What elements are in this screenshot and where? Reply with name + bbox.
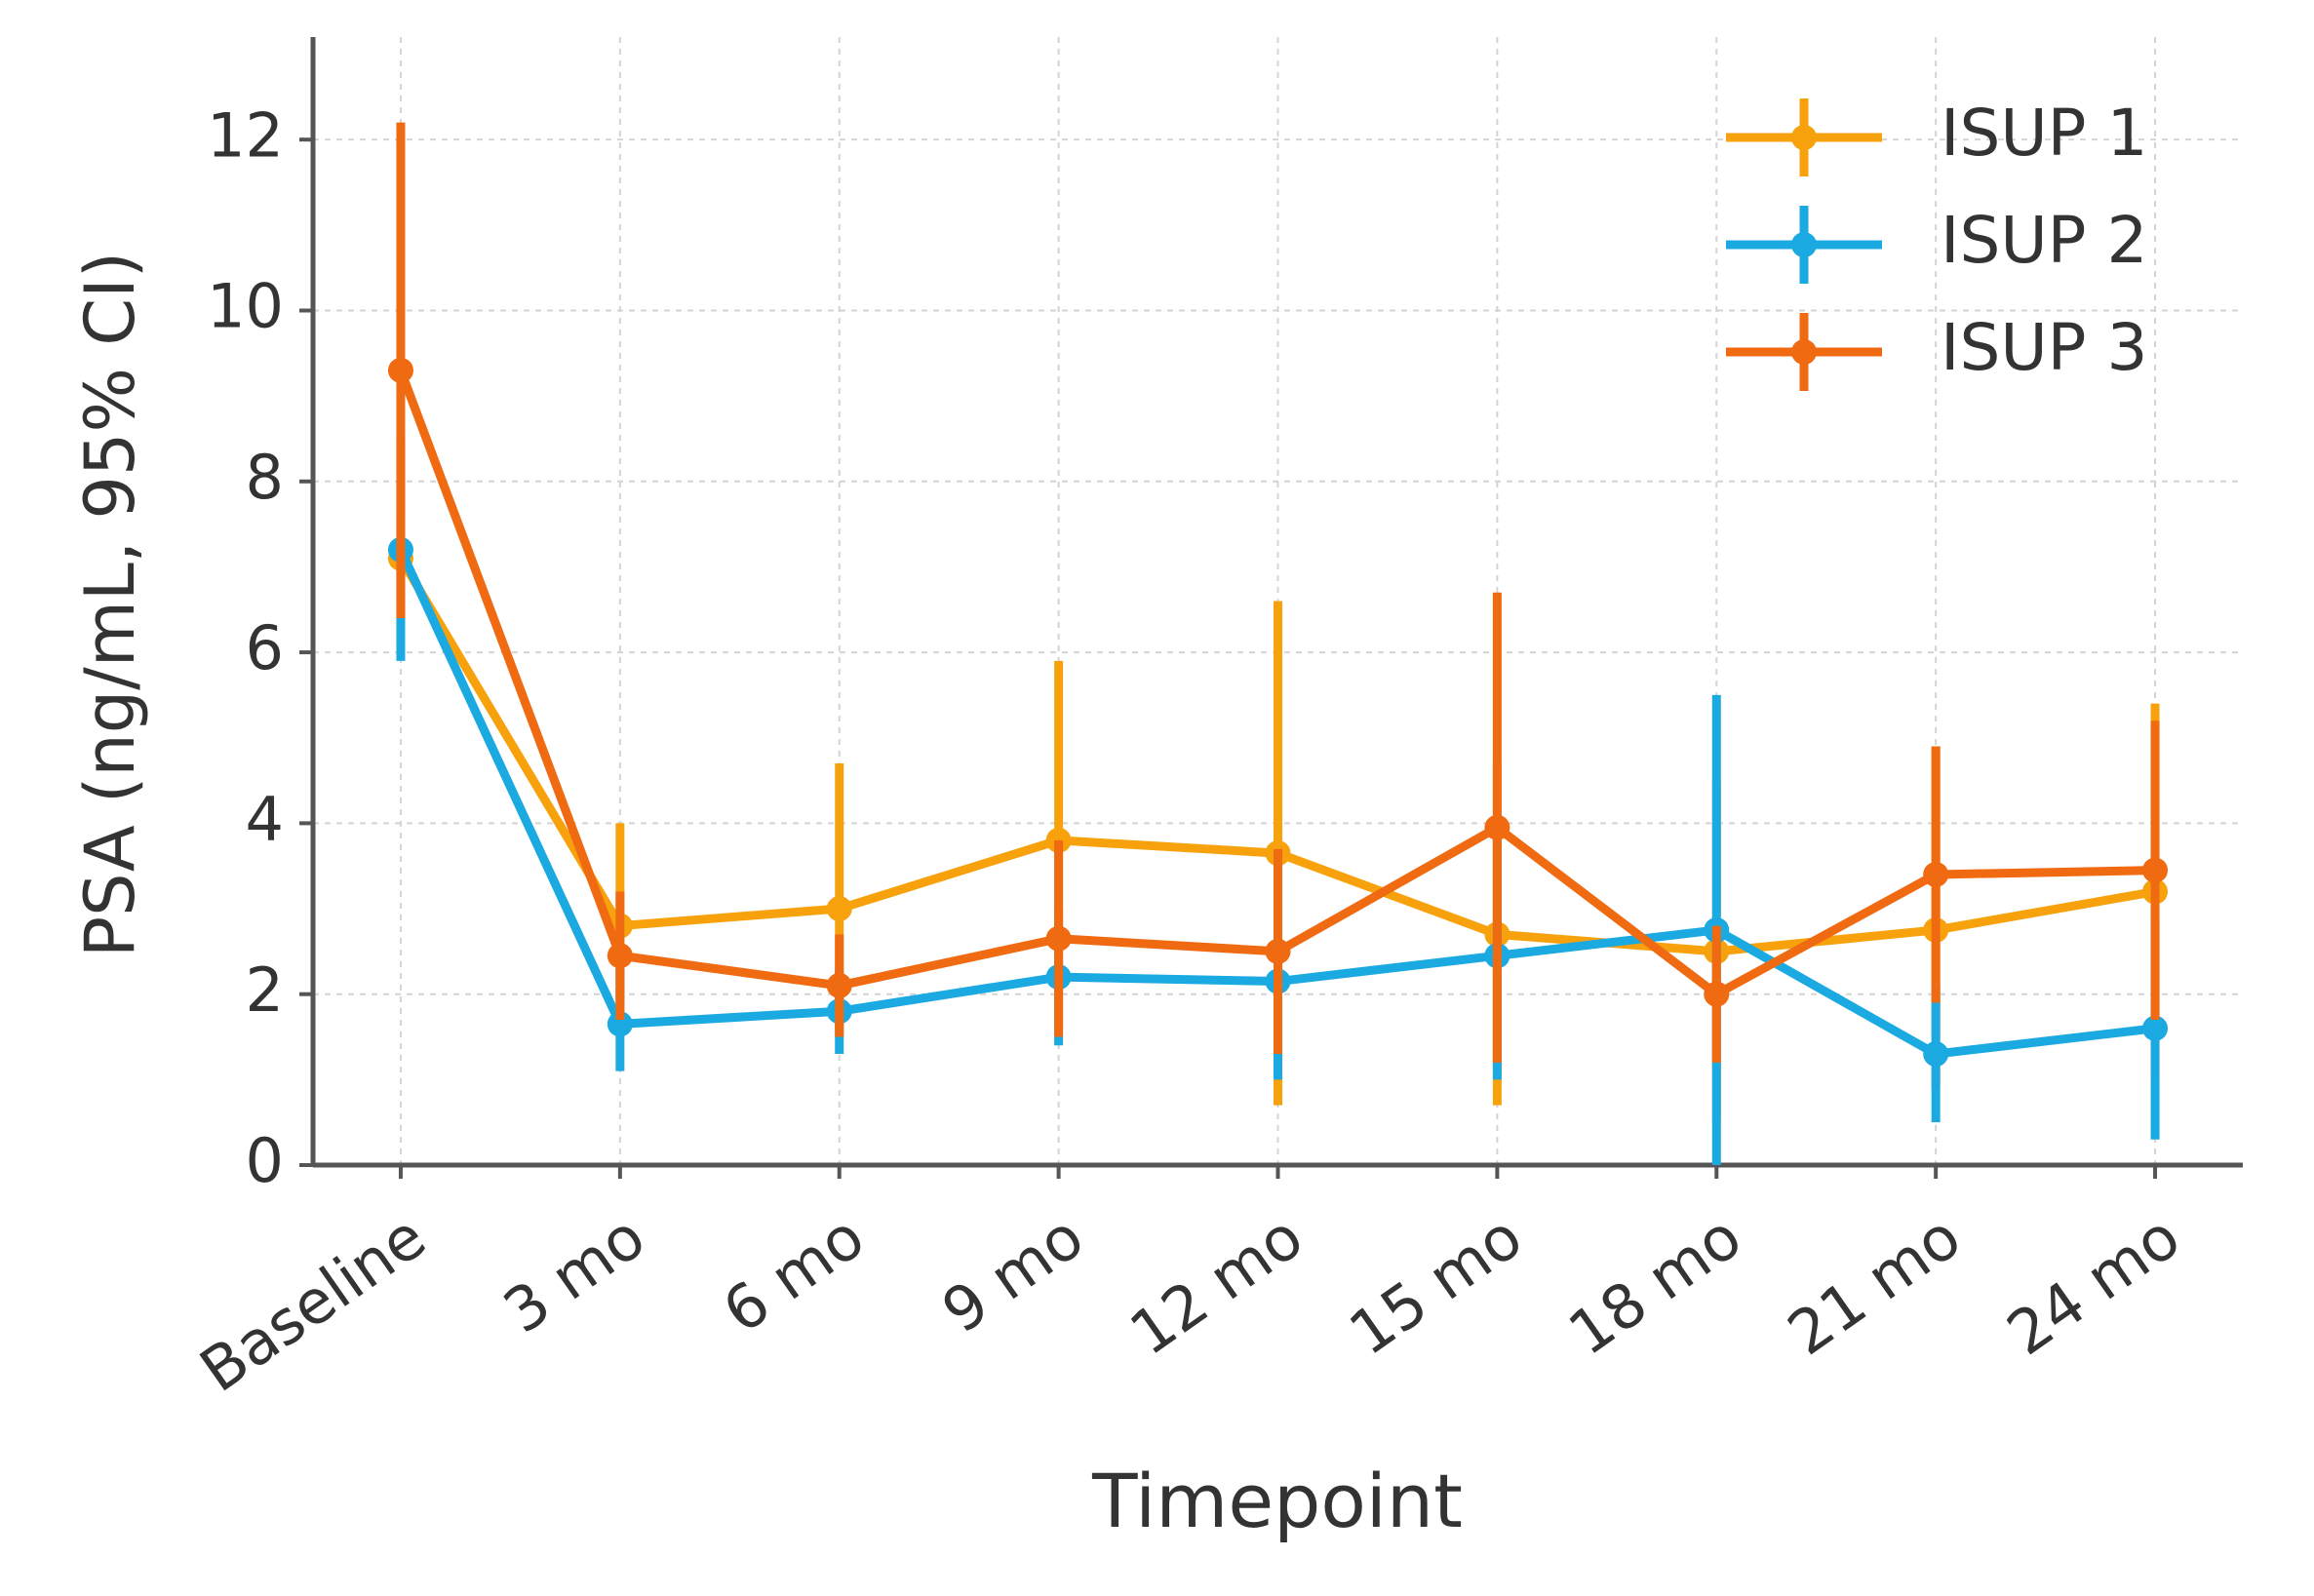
x-tick-label: 9 mo bbox=[929, 1200, 1096, 1346]
point bbox=[2142, 1015, 2169, 1041]
y-tick-label: 8 bbox=[246, 442, 284, 513]
point bbox=[2142, 857, 2169, 883]
point bbox=[1484, 814, 1510, 840]
point bbox=[387, 357, 413, 383]
point bbox=[1923, 861, 1949, 887]
point bbox=[607, 943, 633, 969]
x-tick-label: 18 mo bbox=[1555, 1200, 1753, 1369]
point bbox=[1265, 938, 1291, 964]
legend-dot bbox=[1791, 339, 1817, 365]
point bbox=[607, 1011, 633, 1037]
x-axis-label: Timepoint bbox=[1091, 1458, 1463, 1544]
point bbox=[1923, 1041, 1949, 1068]
legend-label: ISUP 3 bbox=[1941, 310, 2147, 385]
point bbox=[826, 972, 852, 998]
point bbox=[1045, 925, 1072, 952]
y-tick-label: 4 bbox=[246, 783, 284, 854]
legend-dot bbox=[1791, 232, 1817, 257]
y-tick-label: 0 bbox=[246, 1125, 284, 1196]
x-tick-label: 6 mo bbox=[710, 1200, 877, 1346]
y-tick-label: 6 bbox=[246, 612, 284, 683]
x-tick-label: 3 mo bbox=[490, 1200, 657, 1346]
y-tick-label: 12 bbox=[207, 99, 284, 171]
legend-dot bbox=[1791, 125, 1817, 150]
point bbox=[1704, 981, 1730, 1007]
y-tick-label: 10 bbox=[207, 271, 284, 342]
point bbox=[826, 896, 852, 922]
x-tick-label: 21 mo bbox=[1775, 1200, 1973, 1369]
x-tick-label: Baseline bbox=[187, 1200, 438, 1406]
x-tick-label: 24 mo bbox=[1994, 1200, 2192, 1369]
y-tick-label: 2 bbox=[246, 954, 284, 1026]
x-tick-label: 15 mo bbox=[1337, 1200, 1535, 1369]
legend-label: ISUP 1 bbox=[1941, 96, 2147, 171]
y-axis-label: PSA (ng/mL, 95% CI) bbox=[70, 252, 150, 957]
legend-label: ISUP 2 bbox=[1941, 203, 2147, 278]
x-tick-label: 12 mo bbox=[1118, 1200, 1315, 1369]
